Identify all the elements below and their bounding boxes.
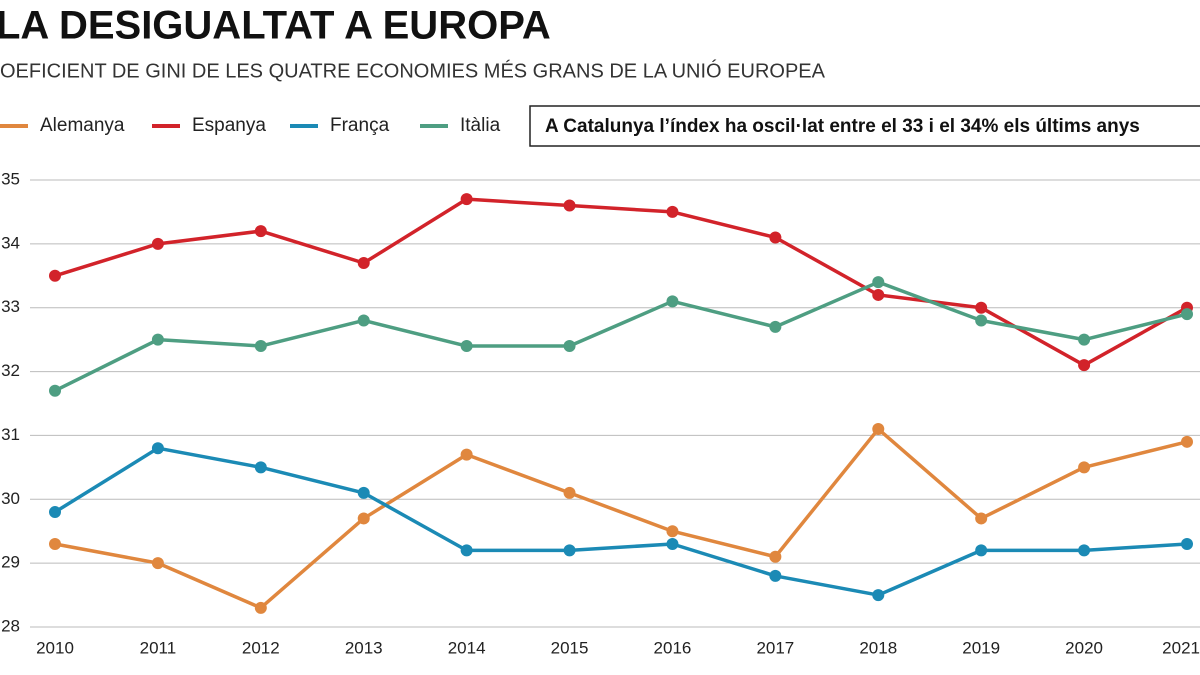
series-line xyxy=(54,280,1188,393)
y-tick-label: 32 xyxy=(1,361,20,380)
data-point xyxy=(357,512,370,525)
y-tick-label: 31 xyxy=(1,425,20,444)
data-point xyxy=(49,537,61,550)
data-point xyxy=(357,314,370,327)
series-line xyxy=(54,446,1188,597)
x-tick-label: 2013 xyxy=(345,638,383,657)
data-point xyxy=(460,340,473,353)
data-point xyxy=(151,333,164,346)
data-point xyxy=(872,589,885,602)
data-point xyxy=(357,257,370,270)
data-point xyxy=(254,225,267,238)
y-tick-label: 30 xyxy=(1,489,20,508)
data-point xyxy=(975,314,988,327)
data-point xyxy=(49,506,61,519)
data-point xyxy=(563,340,576,353)
data-point xyxy=(872,423,885,436)
annotation: A Catalunya l’índex ha oscil·lat entre e… xyxy=(545,116,1140,137)
x-tick-label: 2017 xyxy=(756,638,794,657)
data-point xyxy=(254,601,267,614)
series-line xyxy=(54,427,1188,610)
data-point xyxy=(769,550,782,563)
x-tick-label: 2012 xyxy=(242,638,280,657)
legend-label: Espanya xyxy=(192,115,266,136)
data-point xyxy=(1078,333,1091,346)
data-point xyxy=(563,544,576,557)
legend-label: Alemanya xyxy=(40,115,125,136)
data-point xyxy=(254,461,267,474)
data-point xyxy=(460,193,473,206)
data-point xyxy=(666,205,679,218)
data-point xyxy=(460,544,473,557)
x-tick-label: 2019 xyxy=(962,638,1000,657)
data-point xyxy=(1078,461,1091,474)
data-point xyxy=(460,448,473,461)
y-tick-label: 29 xyxy=(1,553,20,572)
y-tick-label: 35 xyxy=(1,169,20,188)
data-point xyxy=(49,384,61,397)
data-point xyxy=(1078,544,1091,557)
y-tick-label: 34 xyxy=(1,233,20,252)
legend-label: França xyxy=(330,115,390,136)
data-point xyxy=(49,269,61,282)
data-point xyxy=(666,295,679,308)
data-point xyxy=(1181,308,1193,321)
data-point xyxy=(1181,537,1193,550)
data-point xyxy=(151,442,164,455)
x-tick-label: 2010 xyxy=(36,638,74,657)
data-point xyxy=(666,525,679,538)
data-point xyxy=(769,320,782,333)
y-tick-label: 28 xyxy=(1,616,20,635)
x-tick-label: 2014 xyxy=(448,638,486,657)
x-tick-label: 2018 xyxy=(859,638,897,657)
chart-subtitle: OEFICIENT DE GINI DE LES QUATRE ECONOMIE… xyxy=(0,59,826,82)
data-point xyxy=(666,537,679,550)
series-line xyxy=(54,197,1188,367)
data-point xyxy=(563,199,576,212)
data-point xyxy=(151,557,164,570)
x-tick-label: 2015 xyxy=(551,638,589,657)
x-tick-label: 2020 xyxy=(1065,638,1103,657)
data-point xyxy=(769,569,782,582)
data-point xyxy=(872,276,885,289)
data-point xyxy=(563,486,576,499)
data-point xyxy=(769,231,782,244)
data-point xyxy=(357,486,370,499)
annotation-box xyxy=(529,105,1200,147)
data-point xyxy=(254,340,267,353)
data-point xyxy=(1181,435,1193,448)
data-point xyxy=(975,544,988,557)
data-point xyxy=(151,237,164,250)
x-tick-label: 2021 xyxy=(1162,638,1200,657)
data-point xyxy=(1078,359,1091,372)
chart-title: LA DESIGUALTAT A EUROPA xyxy=(0,4,551,48)
x-tick-label: 2011 xyxy=(140,638,177,657)
data-point xyxy=(872,288,885,301)
data-point xyxy=(975,512,988,525)
legend-label: Itàlia xyxy=(460,115,501,136)
y-tick-label: 33 xyxy=(1,297,20,316)
data-point xyxy=(975,301,988,314)
x-tick-label: 2016 xyxy=(654,638,692,657)
